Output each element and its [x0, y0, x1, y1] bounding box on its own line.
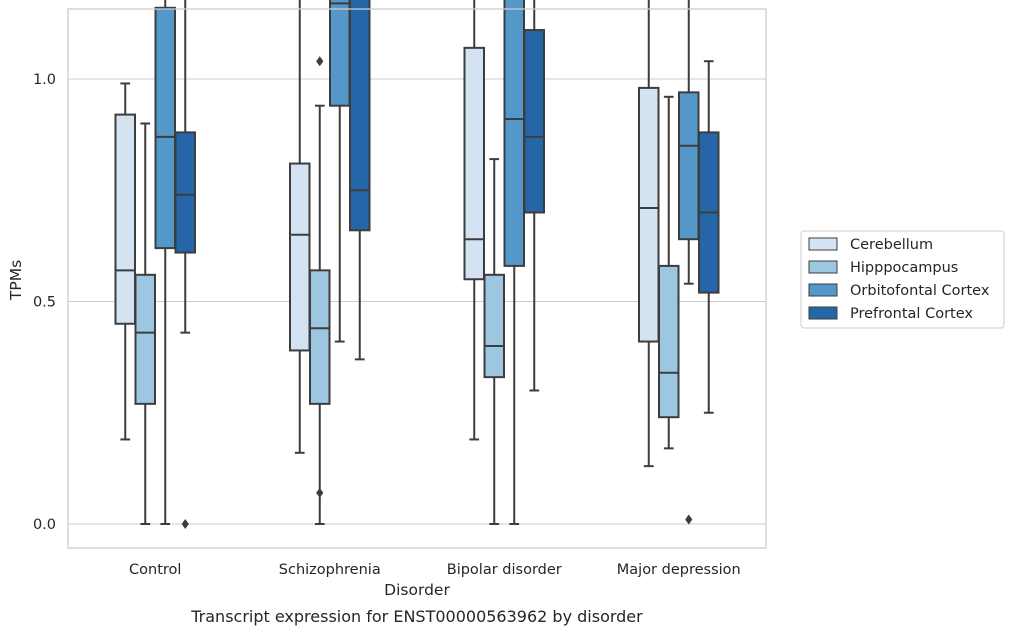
y-tick-label: 1.0 — [33, 72, 56, 88]
series-orbitofontal-cortex — [154, 0, 700, 525]
y-tick-label: 0.5 — [33, 295, 56, 311]
box — [658, 264, 680, 419]
x-tick-label: Schizophrenia — [279, 562, 381, 578]
figure-caption: Transcript expression for ENST0000056396… — [190, 607, 643, 626]
outlier-point — [685, 514, 693, 525]
legend: Cerebellum Hipppocampus Orbitofontal Corte… — [800, 230, 1005, 329]
plot-frame — [67, 8, 767, 549]
legend-swatch — [808, 283, 838, 297]
legend-label: Hipppocampus — [850, 260, 958, 276]
legend-frame — [800, 230, 1005, 329]
y-tick-labels: 0.00.51.01.52.0 — [33, 72, 56, 533]
box — [289, 162, 311, 352]
legend-swatch — [808, 306, 838, 320]
outlier-point — [181, 519, 189, 529]
outlier-point — [316, 56, 324, 67]
x-tick-labels: Control Schizophrenia Bipolar disorder Majo… — [129, 562, 741, 578]
box — [174, 131, 196, 254]
box — [463, 46, 485, 281]
box — [309, 269, 331, 405]
series-hipppocampus — [134, 56, 680, 525]
x-tick-label: Major depression — [617, 562, 741, 578]
series-cerebellum — [114, 0, 660, 468]
box — [114, 113, 136, 325]
box — [329, 0, 351, 107]
x-axis-label: Disorder — [384, 581, 450, 599]
legend-label: Prefrontal Cortex — [850, 306, 973, 322]
y-axis-label: TPMs — [7, 260, 25, 301]
box — [638, 86, 660, 343]
y-tick-label: 0.0 — [33, 517, 56, 533]
box — [483, 273, 505, 379]
outlier-point — [316, 487, 324, 498]
boxes — [114, 0, 720, 529]
x-tick-label: Control — [129, 562, 181, 578]
legend-label: Cerebellum — [850, 237, 933, 253]
box — [134, 273, 156, 405]
x-tick-label: Bipolar disorder — [447, 562, 562, 578]
box — [678, 91, 700, 241]
box — [154, 6, 176, 250]
box — [503, 0, 525, 267]
legend-swatch — [808, 237, 838, 251]
legend-label: Orbitofontal Cortex — [850, 283, 990, 299]
box — [349, 0, 371, 232]
series-prefrontal-cortex — [174, 0, 720, 529]
box — [523, 29, 545, 214]
legend-swatch — [808, 260, 838, 274]
